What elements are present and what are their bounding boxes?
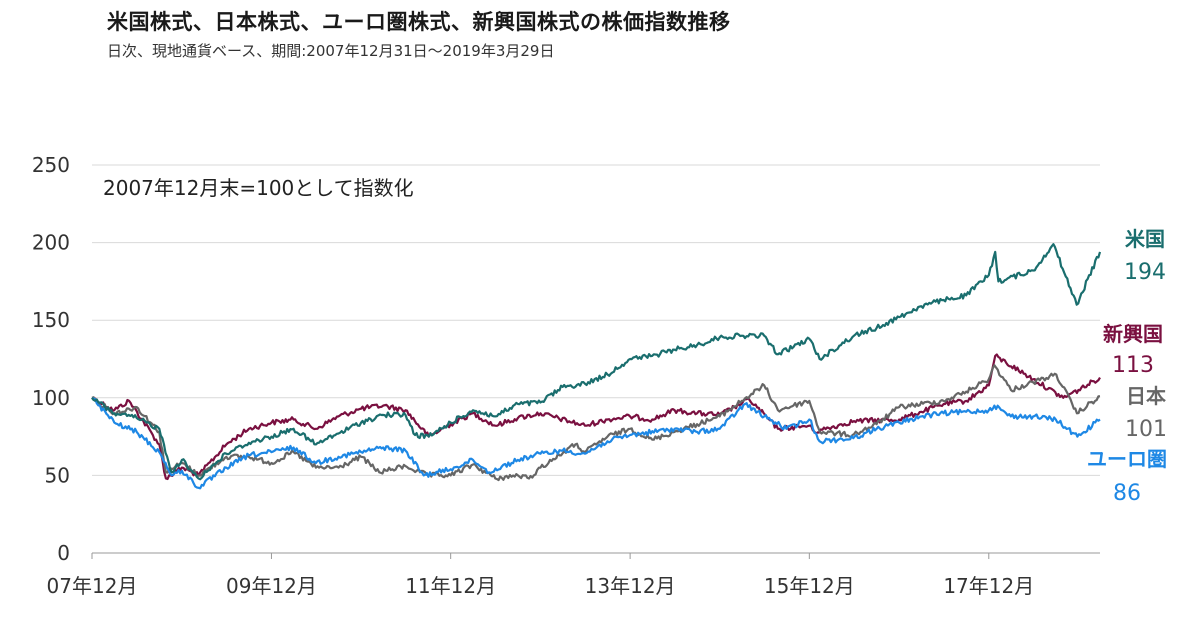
x-tick-label: 11年12月 bbox=[405, 574, 496, 598]
x-tick-label: 09年12月 bbox=[226, 574, 317, 598]
y-axis-ticks: 0 50 100 150 200 250 bbox=[32, 153, 70, 565]
series-end-value: 101 bbox=[1125, 417, 1167, 442]
grid bbox=[92, 164, 1100, 476]
series-end-labels: 米国 194 新興国 113 日本 101 ユーロ圏 86 bbox=[1087, 227, 1167, 506]
series-end-value: 113 bbox=[1112, 353, 1154, 378]
y-tick-label: 250 bbox=[32, 153, 70, 177]
y-tick-label: 200 bbox=[32, 231, 70, 255]
chart-note: 2007年12月末=100として指数化 bbox=[103, 176, 414, 200]
x-axis-ticks: 07年12月 09年12月 11年12月 13年12月 15年12月 17年12月 bbox=[47, 553, 1034, 598]
series-line-0 bbox=[91, 243, 1102, 481]
y-tick-label: 100 bbox=[32, 386, 70, 410]
series-line-3 bbox=[91, 396, 1101, 490]
series-lines bbox=[91, 243, 1102, 490]
chart-subtitle: 日次、現地通貨ベース、期間:2007年12月31日～2019年3月29日 bbox=[107, 42, 555, 60]
series-name-label: 日本 bbox=[1126, 384, 1166, 408]
x-tick-label: 07年12月 bbox=[47, 574, 138, 598]
series-line-1 bbox=[91, 353, 1101, 481]
series-end-value: 194 bbox=[1124, 260, 1166, 285]
x-tick-label: 13年12月 bbox=[585, 574, 676, 598]
y-tick-label: 150 bbox=[32, 308, 70, 332]
x-tick-label: 15年12月 bbox=[764, 574, 855, 598]
series-name-label: ユーロ圏 bbox=[1087, 447, 1167, 471]
series-end-value: 86 bbox=[1113, 481, 1141, 506]
x-tick-label: 17年12月 bbox=[943, 574, 1034, 598]
series-line-2 bbox=[91, 364, 1101, 482]
chart-title: 米国株式、日本株式、ユーロ圏株式、新興国株式の株価指数推移 bbox=[107, 10, 731, 34]
series-name-label: 米国 bbox=[1125, 227, 1165, 251]
series-name-label: 新興国 bbox=[1103, 322, 1163, 346]
y-tick-label: 50 bbox=[45, 463, 70, 487]
y-tick-label: 0 bbox=[57, 541, 70, 565]
